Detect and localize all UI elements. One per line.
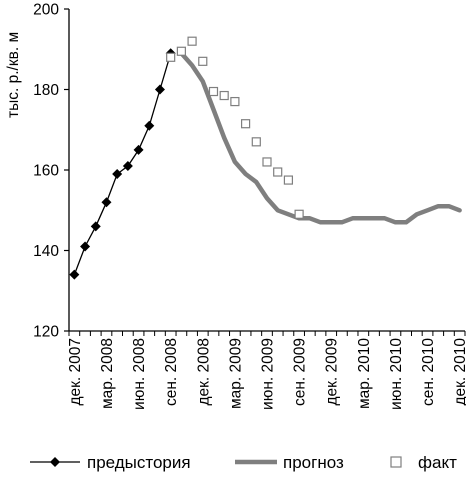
legend-label-prognoz: прогноз [283,453,344,472]
point-fakt [251,137,261,147]
point-predystoriya [122,160,133,171]
x-tick-label: июн. 2008 [131,338,148,410]
point-fakt [294,209,304,219]
y-tick-label: 180 [33,82,59,99]
x-tick-label: мар. 2008 [99,338,116,409]
legend: предыстория прогноз факт [30,453,457,472]
x-tick-label: сен. 2010 [420,338,437,406]
x-tick-label: дек. 2010 [452,338,466,406]
y-tick-label: 160 [33,163,59,180]
point-fakt [262,157,272,167]
y-tick-label: 200 [33,2,59,19]
point-fakt [219,90,229,101]
point-fakt [166,52,176,62]
point-predystoriya [101,197,112,208]
y-axis-title: тыс. р./кв. м [5,32,22,118]
y-tick-label: 120 [33,324,59,341]
x-tick-label: сен. 2009 [292,338,309,406]
point-predystoriya [112,169,123,180]
point-fakt [240,119,251,129]
series-line-predystoriya [73,53,172,275]
x-tick-label: сен. 2008 [163,338,180,406]
point-fakt [187,36,197,46]
x-tick-label: июн. 2010 [388,338,405,410]
legend-marker-fakt [390,456,402,468]
point-fakt [273,167,283,177]
x-tick-label: дек. 2008 [195,338,212,406]
axes: 120 140 160 180 200 тыс. р./кв. м дек. 2007 мар… [5,2,466,410]
x-tick-label: дек. 2009 [324,338,341,406]
point-fakt [198,56,208,66]
point-predystoriya [133,144,144,155]
point-predystoriya [69,269,80,280]
x-tick-label: мар. 2009 [227,338,244,409]
legend-label-fakt: факт [418,453,457,472]
point-fakt [208,86,219,97]
y-tick-label: 140 [33,243,59,260]
legend-label-predystoriya: предыстория [87,453,191,472]
x-tick-label: дек. 2007 [67,338,84,406]
legend-marker-predystoriya [50,457,60,467]
series-line-prognoz [179,51,462,225]
point-fakt [176,46,186,56]
point-predystoriya [154,84,165,95]
x-tick-label: июн. 2009 [260,338,277,410]
point-predystoriya [80,241,91,252]
x-tick-label: мар. 2010 [356,338,373,409]
point-predystoriya [90,221,101,232]
chart-marks [69,36,462,280]
point-fakt [283,175,294,185]
point-predystoriya [144,120,155,131]
point-fakt [230,96,240,107]
